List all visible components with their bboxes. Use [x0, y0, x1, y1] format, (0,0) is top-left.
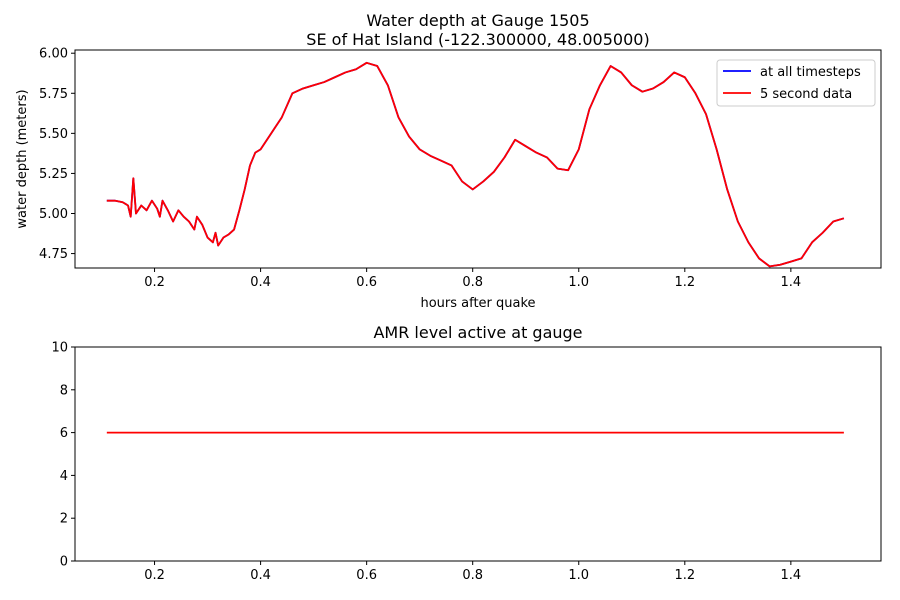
x-tick-label: 1.0 — [568, 275, 589, 290]
plot-frame — [74, 49, 882, 269]
chart-title: Water depth at Gauge 1505 — [366, 11, 589, 30]
x-tick-label: 1.4 — [781, 568, 802, 583]
y-tick-label: 4 — [60, 469, 68, 484]
series-line-5-second-data — [106, 61, 845, 268]
water-depth-chart: Water depth at Gauge 1505 SE of Hat Isla… — [15, 11, 882, 311]
x-tick-label: 0.4 — [250, 275, 271, 290]
legend: at all timesteps 5 second data — [716, 59, 876, 107]
x-tick-label: 0.8 — [462, 568, 483, 583]
chart-subtitle: SE of Hat Island (-122.300000, 48.005000… — [306, 30, 649, 49]
amr-level-chart: AMR level active at gauge 0.2 0.4 0.6 0.8 1.… — [51, 323, 882, 583]
plot-frame — [74, 346, 882, 562]
y-tick-label: 2 — [60, 512, 68, 527]
y-tick-label: 6 — [60, 426, 68, 441]
legend-box — [716, 59, 876, 107]
x-tick-label: 0.2 — [144, 568, 165, 583]
x-axis-label: hours after quake — [420, 296, 535, 311]
y-tick-label: 4.75 — [39, 247, 68, 262]
y-tick-label: 5.50 — [39, 127, 68, 142]
x-tick-label: 0.2 — [144, 275, 165, 290]
x-tick-label: 0.6 — [356, 275, 377, 290]
y-tick-label: 8 — [60, 383, 68, 398]
legend-label-at-all-timesteps: at all timesteps — [760, 65, 861, 80]
x-tick-label: 0.6 — [356, 568, 377, 583]
x-tick-label: 0.4 — [250, 568, 271, 583]
y-tick-label: 0 — [60, 555, 68, 570]
y-tick-label: 5.25 — [39, 167, 68, 182]
y-axis-label: water depth (meters) — [15, 89, 30, 228]
x-tick-label: 0.8 — [462, 275, 483, 290]
x-tick-label: 1.0 — [568, 568, 589, 583]
x-tick-label: 1.4 — [781, 275, 802, 290]
y-tick-label: 5.75 — [39, 87, 68, 102]
y-tick-label: 6.00 — [39, 47, 68, 62]
x-tick-label: 1.2 — [674, 568, 695, 583]
y-tick-label: 10 — [51, 341, 68, 356]
chart-title: AMR level active at gauge — [373, 323, 582, 342]
y-tick-label: 5.00 — [39, 207, 68, 222]
legend-label-5-second-data: 5 second data — [760, 87, 852, 102]
x-tick-label: 1.2 — [674, 275, 695, 290]
